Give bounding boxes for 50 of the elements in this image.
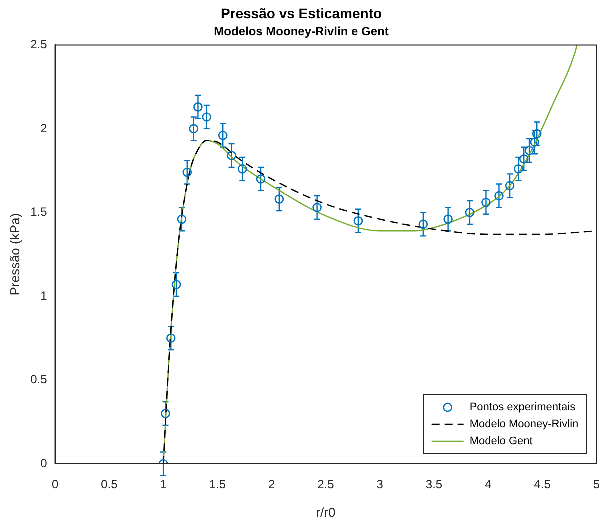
y-axis-title: Pressão (kPa) (7, 213, 22, 296)
point (172, 280, 182, 290)
point (524, 146, 534, 156)
chart-title: Pressão vs Esticamento (220, 5, 382, 22)
x-tick-label: 2 (268, 478, 276, 492)
point (465, 208, 475, 218)
y-tick-label: 1.5 (30, 205, 48, 220)
point (494, 191, 504, 201)
x-tick-label: 5 (593, 478, 600, 492)
point (519, 154, 529, 164)
point (238, 164, 248, 174)
legend-label: Modelo Gent (470, 436, 533, 448)
legend-label: Modelo Mooney-Rivlin (470, 418, 579, 431)
point (514, 164, 524, 174)
x-tick-label: 3 (376, 478, 384, 492)
y-tick-label: 1 (40, 288, 48, 303)
point (532, 129, 542, 139)
point (161, 409, 170, 418)
point (482, 198, 491, 208)
y-tick-label: 0 (40, 456, 48, 470)
y-tick-label: 2.5 (30, 38, 48, 52)
y-tick-label: 0.5 (30, 372, 48, 387)
point (202, 112, 212, 122)
x-axis-title: r/r0 (316, 504, 336, 520)
point (505, 181, 515, 191)
point (256, 174, 266, 184)
point (418, 220, 428, 230)
point (177, 214, 187, 224)
legend-label: Pontos experimentais (470, 402, 576, 414)
point (194, 102, 203, 112)
x-tick-label: 4.5 (534, 478, 552, 492)
chart-subtitle: Modelos Mooney-Rivlin e Gent (214, 24, 389, 38)
point (312, 203, 322, 212)
point (218, 131, 228, 140)
point (166, 334, 176, 344)
point (274, 194, 284, 204)
point (189, 124, 199, 134)
x-tick-label: 0.5 (101, 478, 118, 492)
point (227, 151, 236, 160)
y-tick-label: 2 (40, 121, 48, 136)
point (354, 216, 364, 226)
x-tick-label: 1 (160, 478, 168, 492)
point (530, 138, 540, 148)
point (444, 214, 453, 224)
x-tick-label: 3.5 (426, 478, 443, 492)
point (182, 168, 192, 178)
x-tick-label: 4 (485, 478, 492, 492)
x-tick-label: 2.5 (318, 478, 335, 492)
x-tick-label: 1.5 (209, 478, 226, 492)
x-tick-label: 0 (52, 478, 59, 492)
